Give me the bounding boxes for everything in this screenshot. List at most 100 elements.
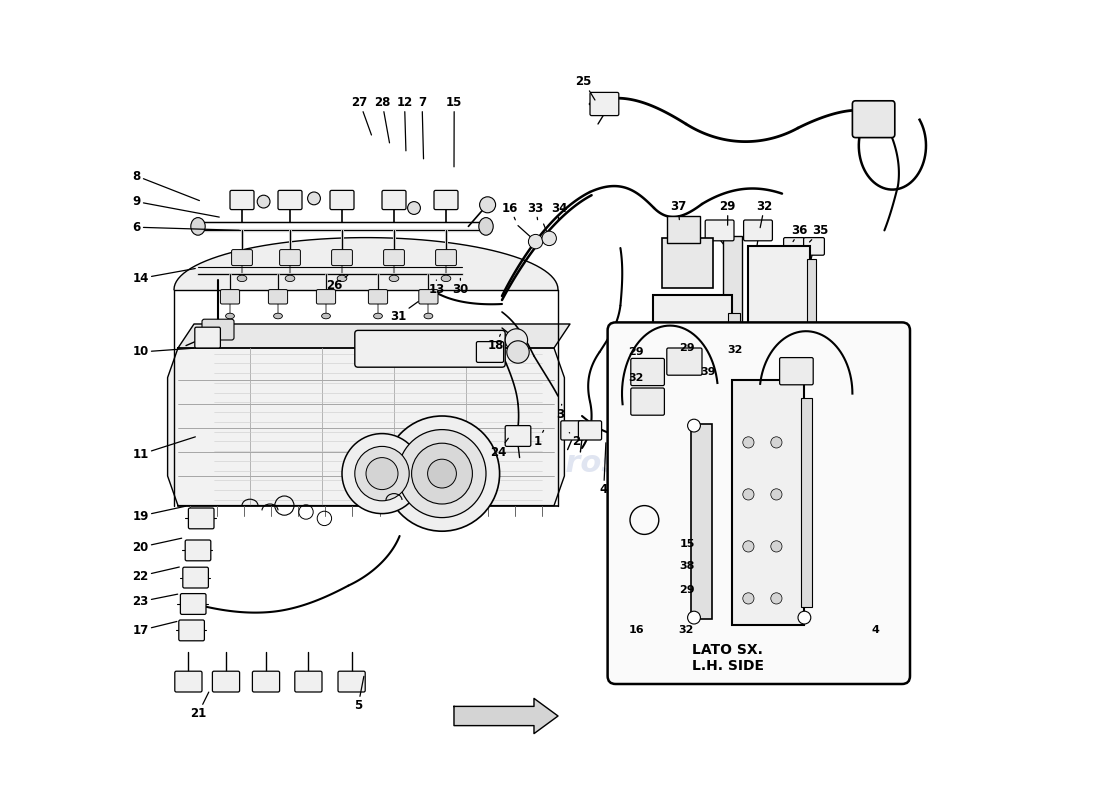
FancyBboxPatch shape: [202, 319, 234, 340]
Circle shape: [771, 437, 782, 448]
Circle shape: [308, 192, 320, 205]
FancyBboxPatch shape: [607, 322, 910, 684]
Text: 23: 23: [132, 594, 178, 608]
FancyBboxPatch shape: [195, 327, 220, 348]
Circle shape: [667, 401, 676, 410]
FancyBboxPatch shape: [180, 594, 206, 614]
Circle shape: [528, 234, 542, 249]
Circle shape: [384, 416, 499, 531]
FancyBboxPatch shape: [368, 290, 387, 304]
FancyBboxPatch shape: [852, 101, 894, 138]
Ellipse shape: [478, 218, 493, 235]
Ellipse shape: [274, 313, 283, 318]
Circle shape: [688, 611, 701, 624]
FancyBboxPatch shape: [436, 250, 456, 266]
Circle shape: [342, 434, 422, 514]
Text: 19: 19: [132, 506, 186, 522]
Text: 20: 20: [132, 538, 182, 554]
FancyBboxPatch shape: [338, 671, 365, 692]
FancyBboxPatch shape: [278, 190, 303, 210]
Text: 21: 21: [190, 692, 209, 720]
Circle shape: [257, 195, 270, 208]
Ellipse shape: [441, 275, 451, 282]
Text: 10: 10: [132, 346, 194, 358]
Text: 31: 31: [390, 302, 418, 322]
Polygon shape: [178, 324, 570, 348]
FancyBboxPatch shape: [188, 508, 214, 529]
FancyBboxPatch shape: [476, 342, 504, 362]
FancyBboxPatch shape: [279, 250, 300, 266]
Circle shape: [667, 324, 676, 334]
Circle shape: [411, 443, 472, 504]
FancyBboxPatch shape: [434, 190, 458, 210]
FancyBboxPatch shape: [384, 250, 405, 266]
Text: LATO SX.: LATO SX.: [692, 642, 763, 657]
Text: 35: 35: [810, 224, 828, 242]
Ellipse shape: [285, 275, 295, 282]
Circle shape: [688, 419, 701, 432]
Circle shape: [742, 593, 754, 604]
Circle shape: [742, 541, 754, 552]
Text: 6: 6: [132, 221, 239, 234]
Circle shape: [698, 324, 708, 334]
Text: 26: 26: [326, 275, 348, 292]
Polygon shape: [454, 698, 558, 734]
Text: 12: 12: [396, 96, 412, 151]
Text: 38: 38: [680, 562, 695, 571]
Text: 37: 37: [670, 200, 686, 220]
Text: 2: 2: [570, 433, 581, 448]
Text: 32: 32: [628, 373, 643, 382]
Circle shape: [507, 341, 529, 363]
FancyBboxPatch shape: [748, 246, 810, 404]
FancyBboxPatch shape: [268, 290, 287, 304]
Ellipse shape: [389, 275, 399, 282]
Text: 34: 34: [551, 202, 568, 220]
FancyBboxPatch shape: [691, 424, 712, 619]
FancyBboxPatch shape: [806, 259, 816, 390]
Ellipse shape: [374, 313, 383, 318]
FancyBboxPatch shape: [667, 348, 702, 375]
Text: eurospares: eurospares: [524, 450, 717, 478]
Ellipse shape: [190, 218, 206, 235]
Text: 33: 33: [528, 202, 543, 220]
Text: 3: 3: [557, 404, 564, 421]
Text: 29: 29: [680, 586, 695, 595]
Ellipse shape: [226, 313, 234, 318]
Circle shape: [398, 430, 486, 518]
Text: 8: 8: [132, 170, 199, 201]
Ellipse shape: [424, 313, 432, 318]
Ellipse shape: [338, 275, 346, 282]
Text: 15: 15: [680, 539, 695, 549]
FancyBboxPatch shape: [252, 671, 279, 692]
FancyBboxPatch shape: [317, 290, 336, 304]
Circle shape: [366, 458, 398, 490]
Circle shape: [771, 489, 782, 500]
FancyBboxPatch shape: [175, 671, 202, 692]
Text: L.H. SIDE: L.H. SIDE: [692, 658, 763, 673]
Text: 11: 11: [132, 437, 196, 461]
Text: 4: 4: [871, 626, 880, 635]
Circle shape: [667, 362, 676, 372]
Text: 28: 28: [374, 96, 390, 143]
FancyBboxPatch shape: [331, 250, 352, 266]
FancyBboxPatch shape: [705, 220, 734, 241]
FancyBboxPatch shape: [744, 220, 772, 241]
Text: eurospares: eurospares: [207, 450, 400, 478]
Circle shape: [698, 362, 708, 372]
FancyBboxPatch shape: [653, 295, 732, 428]
Text: 17: 17: [132, 622, 177, 637]
Text: 7: 7: [418, 96, 426, 159]
Circle shape: [698, 401, 708, 410]
FancyBboxPatch shape: [662, 238, 713, 288]
FancyBboxPatch shape: [179, 620, 205, 641]
Text: 18: 18: [487, 334, 504, 352]
Text: 22: 22: [132, 567, 179, 582]
Text: 5: 5: [354, 676, 364, 712]
FancyBboxPatch shape: [723, 236, 743, 419]
Circle shape: [742, 489, 754, 500]
FancyBboxPatch shape: [232, 250, 252, 266]
Text: 25: 25: [575, 75, 595, 100]
Text: 32: 32: [678, 626, 693, 635]
Text: 36: 36: [792, 224, 808, 242]
Circle shape: [542, 231, 557, 246]
